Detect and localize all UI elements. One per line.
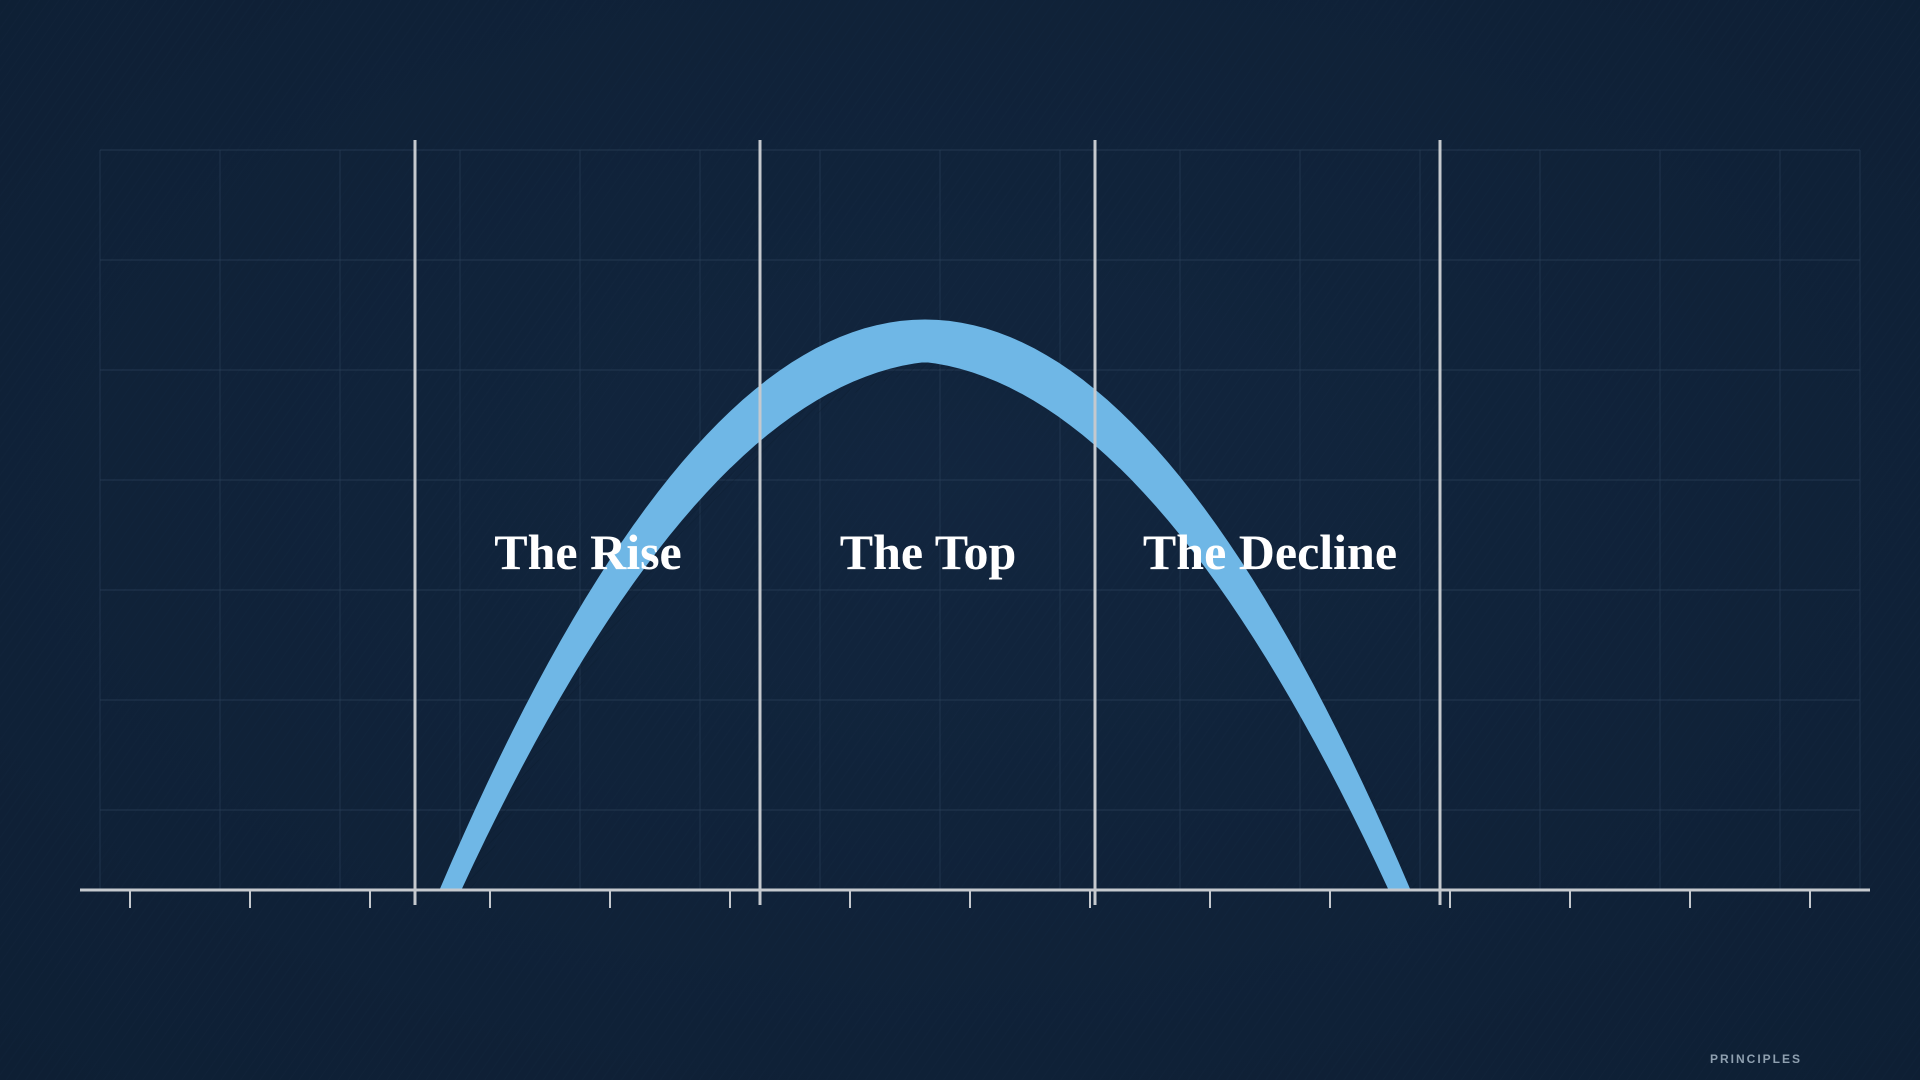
chart-stage: The Rise The Top The Decline PRINCIPLES bbox=[0, 0, 1920, 1080]
phase-label-top: The Top bbox=[840, 523, 1017, 581]
phase-label-decline: The Decline bbox=[1143, 523, 1397, 581]
phase-label-rise: The Rise bbox=[494, 523, 682, 581]
watermark-text: PRINCIPLES bbox=[1710, 1052, 1802, 1066]
